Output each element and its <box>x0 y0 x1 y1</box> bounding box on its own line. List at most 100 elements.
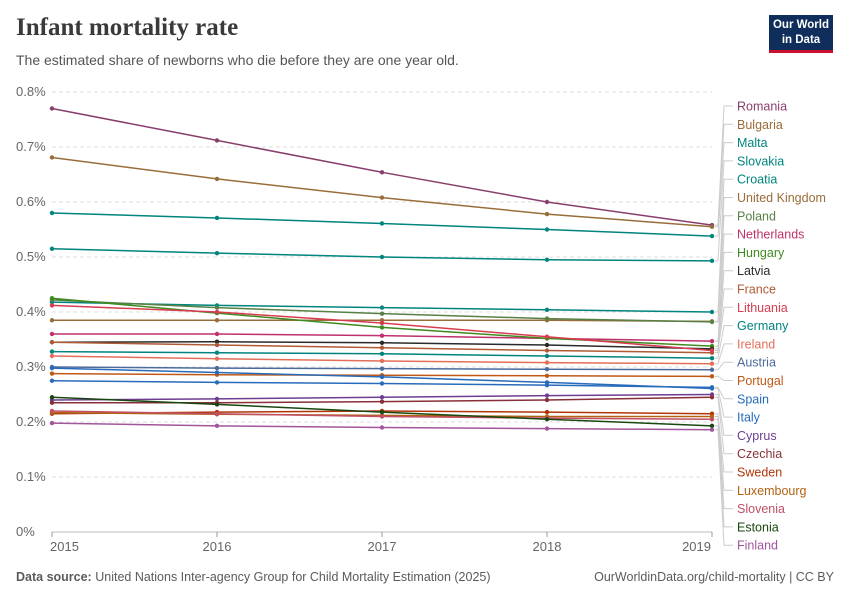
data-point-cyprus[interactable] <box>544 393 550 398</box>
data-point-bulgaria[interactable] <box>379 195 385 200</box>
data-point-estonia[interactable] <box>379 409 385 415</box>
data-point-portugal[interactable] <box>709 374 715 379</box>
data-point-slovakia[interactable] <box>709 258 715 264</box>
data-point-italy[interactable] <box>214 370 220 375</box>
data-point-germany[interactable] <box>214 350 220 355</box>
data-point-romania[interactable] <box>214 138 220 143</box>
data-point-germany[interactable] <box>379 351 385 356</box>
data-point-united-kingdom[interactable] <box>49 318 55 323</box>
data-point-malta[interactable] <box>379 221 385 226</box>
legend-label-estonia[interactable]: Estonia <box>737 520 779 534</box>
legend-label-romania[interactable]: Romania <box>737 100 787 114</box>
legend-label-cyprus[interactable]: Cyprus <box>737 429 777 443</box>
series-line-romania[interactable] <box>51 107 713 226</box>
data-point-latvia[interactable] <box>544 342 550 348</box>
data-point-bulgaria[interactable] <box>544 211 550 217</box>
data-point-lithuania[interactable] <box>214 309 220 315</box>
data-point-netherlands[interactable] <box>709 338 715 344</box>
data-point-slovenia[interactable] <box>709 417 715 422</box>
legend-label-croatia[interactable]: Croatia <box>737 173 777 187</box>
data-point-united-kingdom[interactable] <box>214 318 220 323</box>
data-point-italy[interactable] <box>49 365 55 371</box>
data-point-hungary[interactable] <box>49 296 55 301</box>
data-source-text[interactable]: United Nations Inter-agency Group for Ch… <box>95 570 491 584</box>
data-point-france[interactable] <box>214 342 220 348</box>
data-point-romania[interactable] <box>544 199 550 205</box>
data-point-bulgaria[interactable] <box>214 176 220 182</box>
data-point-czechia[interactable] <box>379 399 385 404</box>
data-point-lithuania[interactable] <box>379 320 385 326</box>
data-point-italy[interactable] <box>379 374 385 380</box>
data-point-austria[interactable] <box>544 367 550 372</box>
data-point-malta[interactable] <box>544 227 550 232</box>
data-point-portugal[interactable] <box>544 373 550 378</box>
data-point-austria[interactable] <box>379 366 385 371</box>
legend-label-austria[interactable]: Austria <box>737 356 776 370</box>
legend-label-united-kingdom[interactable]: United Kingdom <box>737 191 826 205</box>
data-point-romania[interactable] <box>379 170 385 175</box>
legend-label-france[interactable]: France <box>737 283 776 297</box>
data-point-finland[interactable] <box>709 427 715 432</box>
data-point-ireland[interactable] <box>544 360 550 365</box>
data-point-slovakia[interactable] <box>379 254 385 260</box>
data-point-czechia[interactable] <box>709 395 715 400</box>
data-point-poland[interactable] <box>379 311 385 316</box>
data-point-estonia[interactable] <box>49 395 55 400</box>
data-point-cyprus[interactable] <box>214 396 220 402</box>
data-point-poland[interactable] <box>214 305 220 310</box>
legend-label-slovenia[interactable]: Slovenia <box>737 502 785 516</box>
data-point-malta[interactable] <box>214 215 220 221</box>
data-point-latvia[interactable] <box>214 339 220 344</box>
data-point-finland[interactable] <box>214 423 220 429</box>
data-point-france[interactable] <box>49 340 55 345</box>
legend-label-portugal[interactable]: Portugal <box>737 374 784 388</box>
data-point-germany[interactable] <box>544 353 550 359</box>
data-point-latvia[interactable] <box>379 340 385 345</box>
data-point-czechia[interactable] <box>544 397 550 403</box>
data-point-lithuania[interactable] <box>544 334 550 339</box>
legend-label-finland[interactable]: Finland <box>737 539 778 553</box>
data-point-austria[interactable] <box>709 367 715 372</box>
data-point-bulgaria[interactable] <box>709 224 715 229</box>
data-point-bulgaria[interactable] <box>49 155 55 160</box>
data-point-estonia[interactable] <box>709 423 715 429</box>
data-point-ireland[interactable] <box>709 361 715 366</box>
data-point-netherlands[interactable] <box>379 333 385 338</box>
legend-label-netherlands[interactable]: Netherlands <box>737 228 804 242</box>
data-point-portugal[interactable] <box>49 371 55 376</box>
data-point-spain[interactable] <box>379 381 385 386</box>
legend-label-latvia[interactable]: Latvia <box>737 264 770 278</box>
data-point-italy[interactable] <box>709 386 715 391</box>
legend-label-hungary[interactable]: Hungary <box>737 246 785 260</box>
data-point-slovakia[interactable] <box>544 257 550 262</box>
data-point-estonia[interactable] <box>214 402 220 407</box>
data-point-france[interactable] <box>544 348 550 353</box>
data-point-estonia[interactable] <box>544 417 550 422</box>
data-point-sweden[interactable] <box>544 409 550 415</box>
data-point-slovakia[interactable] <box>214 250 220 256</box>
data-point-ireland[interactable] <box>214 356 220 361</box>
legend-label-spain[interactable]: Spain <box>737 392 769 406</box>
legend-label-bulgaria[interactable]: Bulgaria <box>737 118 783 132</box>
data-point-malta[interactable] <box>709 233 715 239</box>
data-point-ireland[interactable] <box>49 353 55 359</box>
data-point-hungary[interactable] <box>379 325 385 330</box>
data-point-malta[interactable] <box>49 210 55 216</box>
data-point-netherlands[interactable] <box>49 331 55 337</box>
data-point-lithuania[interactable] <box>709 348 715 353</box>
legend-label-lithuania[interactable]: Lithuania <box>737 301 788 315</box>
legend-label-malta[interactable]: Malta <box>737 136 768 150</box>
legend-label-italy[interactable]: Italy <box>737 411 761 425</box>
legend-label-germany[interactable]: Germany <box>737 319 789 333</box>
data-point-cyprus[interactable] <box>379 395 385 400</box>
footer-url[interactable]: OurWorldinData.org/child-mortality | CC … <box>594 570 834 584</box>
data-point-slovakia[interactable] <box>49 246 55 251</box>
data-point-france[interactable] <box>379 345 385 350</box>
data-point-romania[interactable] <box>49 106 55 111</box>
data-point-germany[interactable] <box>709 356 715 361</box>
legend-label-ireland[interactable]: Ireland <box>737 337 775 351</box>
data-point-poland[interactable] <box>709 319 715 325</box>
data-point-poland[interactable] <box>544 316 550 321</box>
legend-label-sweden[interactable]: Sweden <box>737 466 782 480</box>
data-point-czechia[interactable] <box>49 400 55 405</box>
